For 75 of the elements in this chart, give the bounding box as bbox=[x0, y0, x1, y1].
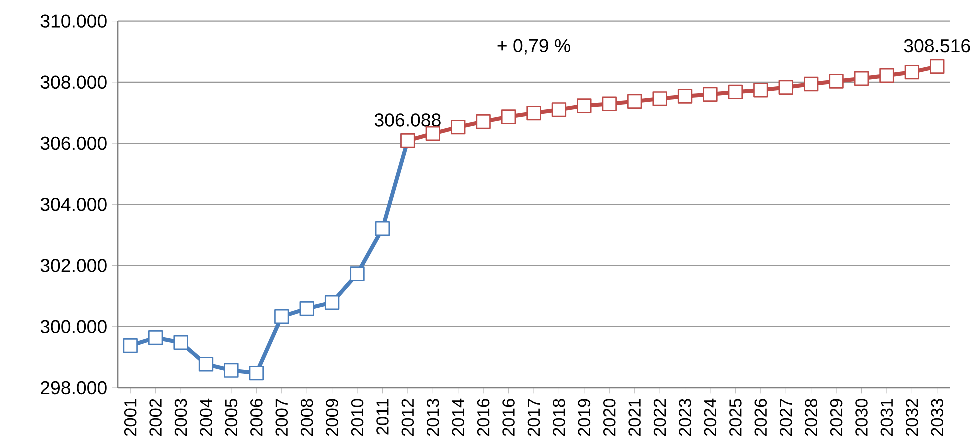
x-tick-label: 2020 bbox=[603, 399, 616, 436]
point bbox=[300, 302, 314, 316]
x-tick-label: 2003 bbox=[174, 399, 188, 436]
x-tick-label: 2022 bbox=[654, 399, 666, 436]
y-tick-label: 306.000 bbox=[40, 136, 107, 150]
y-tick-label: 302.000 bbox=[40, 259, 107, 272]
x-tick-label: 2017 bbox=[528, 399, 540, 436]
data-label: 308.516 bbox=[904, 39, 970, 53]
x-tick-label: 2028 bbox=[805, 399, 818, 436]
point bbox=[829, 74, 844, 89]
y-tick-label: 304.000 bbox=[40, 198, 107, 212]
point bbox=[652, 92, 668, 106]
x-tick-label: 2008 bbox=[300, 399, 314, 436]
point bbox=[577, 98, 592, 114]
point bbox=[174, 335, 188, 350]
x-tick-label: 2032 bbox=[906, 399, 918, 436]
point bbox=[602, 96, 617, 112]
point bbox=[426, 126, 440, 142]
point bbox=[804, 76, 819, 92]
point bbox=[526, 106, 542, 121]
point bbox=[930, 59, 945, 74]
point bbox=[324, 295, 340, 310]
point bbox=[451, 120, 466, 135]
x-tick-label: 2016 bbox=[502, 399, 515, 436]
x-tick-label: 2018 bbox=[553, 399, 566, 436]
x-tick-label: 2014 bbox=[452, 398, 464, 436]
x-tick-label: 2027 bbox=[780, 399, 792, 436]
point bbox=[880, 68, 894, 84]
point bbox=[148, 330, 164, 346]
point bbox=[224, 363, 239, 378]
point bbox=[501, 110, 516, 124]
x-tick-label: 2013 bbox=[427, 399, 440, 436]
point bbox=[904, 65, 920, 80]
point bbox=[703, 87, 718, 102]
x-tick-label: 2012 bbox=[402, 399, 414, 436]
point bbox=[123, 338, 138, 354]
x-tick-label: 2030 bbox=[856, 399, 868, 436]
point bbox=[198, 357, 214, 372]
x-tick-label: 2019 bbox=[578, 399, 591, 436]
x-tick-label: 2001 bbox=[124, 399, 137, 436]
y-tick-label: 298.000 bbox=[41, 381, 107, 395]
x-tick-label: 2004 bbox=[200, 398, 212, 436]
y-tick-label: 300.000 bbox=[40, 320, 107, 334]
y-tick-label: 310.000 bbox=[40, 14, 107, 28]
point bbox=[350, 266, 365, 282]
data-label: 306.088 bbox=[374, 114, 441, 127]
x-tick-label: 2033 bbox=[931, 399, 944, 436]
y-tick-label: 308.000 bbox=[40, 76, 107, 90]
x-tick-label: 2006 bbox=[250, 399, 263, 436]
x-tick-label: 2010 bbox=[351, 399, 364, 436]
point bbox=[778, 80, 794, 95]
x-tick-label: 2016 bbox=[477, 399, 490, 436]
point bbox=[754, 83, 768, 98]
x-tick-label: 2025 bbox=[730, 399, 742, 436]
x-tick-label: 2011 bbox=[376, 399, 389, 435]
x-tick-label: 2002 bbox=[150, 399, 162, 436]
x-tick-label: 2007 bbox=[276, 399, 288, 436]
x-tick-label: 2023 bbox=[679, 399, 692, 436]
point bbox=[476, 114, 491, 130]
point bbox=[854, 71, 870, 86]
x-tick-label: 2026 bbox=[754, 399, 768, 436]
point bbox=[249, 366, 264, 381]
point bbox=[552, 102, 567, 118]
point bbox=[274, 309, 290, 324]
point bbox=[628, 94, 642, 110]
annotation: + 0,79 % bbox=[498, 39, 570, 55]
x-tick-label: 2031 bbox=[880, 399, 894, 436]
x-tick-label: 2024 bbox=[704, 398, 717, 436]
point bbox=[728, 84, 744, 100]
x-tick-label: 2009 bbox=[326, 399, 338, 436]
x-tick-label: 2005 bbox=[225, 399, 238, 436]
point bbox=[375, 221, 390, 236]
x-tick-label: 2029 bbox=[830, 399, 843, 436]
x-tick-label: 2021 bbox=[628, 399, 641, 436]
point bbox=[678, 89, 693, 104]
